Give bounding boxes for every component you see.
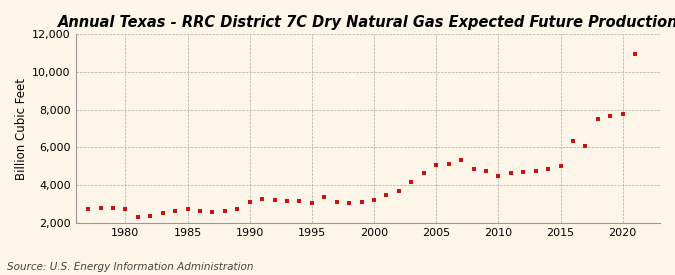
- Point: [481, 169, 491, 173]
- Point: [169, 209, 180, 213]
- Point: [381, 192, 392, 197]
- Point: [344, 201, 354, 205]
- Point: [132, 215, 143, 220]
- Point: [630, 52, 641, 56]
- Point: [543, 167, 554, 171]
- Point: [468, 167, 479, 171]
- Point: [456, 158, 466, 162]
- Point: [518, 170, 529, 174]
- Point: [82, 207, 93, 211]
- Y-axis label: Billion Cubic Feet: Billion Cubic Feet: [15, 78, 28, 180]
- Point: [406, 179, 416, 184]
- Point: [493, 174, 504, 178]
- Point: [394, 189, 404, 193]
- Point: [356, 200, 367, 205]
- Point: [418, 171, 429, 175]
- Point: [256, 197, 267, 202]
- Point: [232, 207, 243, 211]
- Point: [194, 209, 205, 213]
- Point: [319, 194, 329, 199]
- Point: [443, 162, 454, 167]
- Point: [369, 198, 379, 203]
- Point: [593, 117, 603, 121]
- Point: [431, 163, 441, 168]
- Point: [531, 169, 541, 173]
- Point: [281, 199, 292, 204]
- Point: [306, 201, 317, 205]
- Title: Annual Texas - RRC District 7C Dry Natural Gas Expected Future Production: Annual Texas - RRC District 7C Dry Natur…: [57, 15, 675, 30]
- Point: [618, 112, 628, 117]
- Point: [555, 164, 566, 169]
- Point: [207, 210, 218, 214]
- Point: [605, 114, 616, 119]
- Point: [157, 211, 168, 215]
- Point: [331, 200, 342, 205]
- Point: [145, 213, 156, 218]
- Point: [244, 200, 255, 205]
- Point: [294, 199, 305, 204]
- Point: [95, 206, 106, 210]
- Point: [182, 207, 193, 211]
- Point: [219, 209, 230, 213]
- Point: [120, 207, 131, 211]
- Point: [580, 143, 591, 148]
- Point: [269, 198, 280, 203]
- Text: Source: U.S. Energy Information Administration: Source: U.S. Energy Information Administ…: [7, 262, 253, 272]
- Point: [506, 171, 516, 175]
- Point: [568, 139, 578, 143]
- Point: [107, 206, 118, 210]
